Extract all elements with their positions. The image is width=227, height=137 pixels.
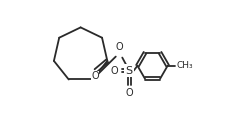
Text: CH₃: CH₃ bbox=[177, 61, 193, 70]
Text: O: O bbox=[91, 71, 99, 81]
Text: O: O bbox=[116, 42, 123, 52]
Text: O: O bbox=[126, 88, 133, 98]
Text: O: O bbox=[110, 66, 118, 75]
Text: S: S bbox=[126, 66, 133, 75]
